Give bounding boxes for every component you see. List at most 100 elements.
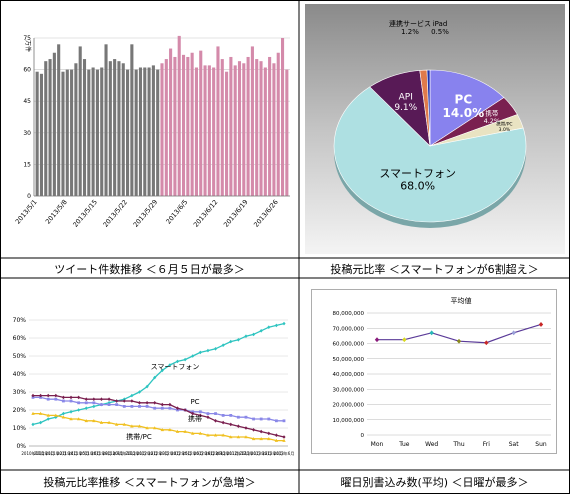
bar (91, 67, 95, 196)
series-marker (137, 401, 142, 405)
series-marker (153, 375, 157, 380)
x-tick-labels: 2013/5/1 2013/5/8 2013/5/15 2013/5/22 2013/5… (14, 198, 280, 229)
pie-slice-percent: 1.2% (401, 28, 419, 36)
pie-slice-percent: 0.5% (431, 28, 449, 36)
series-marker (252, 417, 255, 421)
x-tick-label: Mon (371, 441, 384, 448)
series-marker (206, 412, 210, 415)
series-marker (145, 384, 149, 389)
series-marker (46, 417, 50, 421)
series-marker (77, 408, 81, 412)
series-marker (153, 401, 157, 405)
series-marker (267, 431, 271, 436)
series-marker (175, 429, 180, 433)
series-marker (183, 408, 187, 412)
data-point (429, 330, 434, 336)
bar (95, 69, 99, 196)
x-tick-label: 2011年2月 (45, 450, 66, 456)
bar (164, 59, 168, 196)
bar (263, 67, 267, 196)
series-marker (160, 428, 165, 432)
weekday-average-line-chart: 平均値 0 10,000,000 20,000,000 30,000,000 40,00… (311, 289, 557, 454)
series-marker (99, 420, 104, 424)
series-line (32, 322, 285, 426)
x-tick-labels: Mon Tue Wed Thu Fri Sat Sun (371, 441, 547, 448)
bar (70, 69, 74, 196)
series-marker (213, 347, 218, 351)
bar (225, 71, 229, 196)
bar (151, 65, 155, 197)
series-marker (168, 402, 172, 407)
bar (48, 59, 52, 196)
bar (126, 69, 130, 196)
series-marker (221, 420, 225, 425)
series-marker (191, 431, 195, 435)
bar (104, 44, 108, 196)
series-marker (191, 354, 195, 358)
pie-slice-percent: 68.0% (400, 179, 435, 192)
data-point (538, 322, 544, 327)
pie-slice (333, 86, 527, 223)
series-marker (214, 412, 217, 415)
series-label: スマートフォン (151, 363, 200, 371)
bar (39, 73, 44, 196)
series-marker (100, 403, 103, 406)
series-marker (31, 393, 35, 398)
pie-slice-percent: 4.2% (484, 117, 501, 125)
y-tick-label: 50% (13, 353, 27, 360)
series-marker (244, 415, 248, 419)
bar (220, 59, 224, 196)
y-tick-label: 20,000,000 (333, 403, 365, 409)
series-marker (31, 411, 35, 415)
x-tick-label: 2013/6/5 (164, 198, 189, 226)
bar (255, 59, 259, 196)
series-marker (107, 401, 111, 405)
series-marker (198, 431, 203, 435)
series-marker (160, 406, 164, 410)
y-tick-label: 40,000,000 (333, 372, 365, 378)
series-marker (206, 415, 210, 419)
series-marker (198, 413, 202, 418)
bar (177, 35, 181, 196)
series-marker (77, 401, 81, 405)
series-marker (84, 401, 88, 405)
series-marker (153, 406, 157, 410)
y-tick-label: 10,000,000 (333, 418, 365, 424)
series-marker (138, 405, 141, 408)
series-label: 携帯 (188, 414, 202, 423)
series-marker (84, 397, 88, 401)
series-marker (69, 399, 73, 403)
pie-slice-name: 連携サービス (389, 19, 431, 28)
data-point (402, 337, 407, 343)
bar (87, 69, 91, 196)
series-marker (54, 393, 58, 398)
bar (276, 52, 280, 196)
bar (61, 71, 65, 196)
series-marker (251, 332, 256, 337)
bar (108, 61, 112, 196)
bar (194, 67, 198, 196)
series-marker (259, 437, 263, 441)
x-tick-labels: 2010年11月2011年1月2011年2月2011年4月2011年5月2011… (21, 450, 294, 456)
y-tick-label: 45 (23, 98, 31, 105)
series-marker (274, 433, 278, 437)
y-tick-label: 30% (13, 389, 27, 396)
series-marker (168, 428, 172, 432)
series-marker (244, 334, 248, 338)
series-marker (107, 420, 111, 424)
bar (237, 61, 242, 196)
series-marker (274, 323, 278, 328)
series-marker (251, 428, 256, 432)
bar (117, 61, 121, 196)
series-marker (61, 415, 66, 419)
series-marker (244, 435, 248, 439)
y-tick-labels: 0 10,000,000 20,000,000 30,000,000 40,000,00… (333, 311, 365, 439)
x-tick-label: Thu (452, 441, 464, 448)
bar (121, 63, 125, 196)
bar (190, 52, 194, 196)
series-marker (145, 401, 149, 405)
series-marker (213, 433, 218, 437)
series-marker (107, 397, 111, 401)
data-point (484, 340, 489, 346)
y-tick-labels: 0% 10% 20% 30% 40% 50% 60% 70% (13, 317, 27, 450)
